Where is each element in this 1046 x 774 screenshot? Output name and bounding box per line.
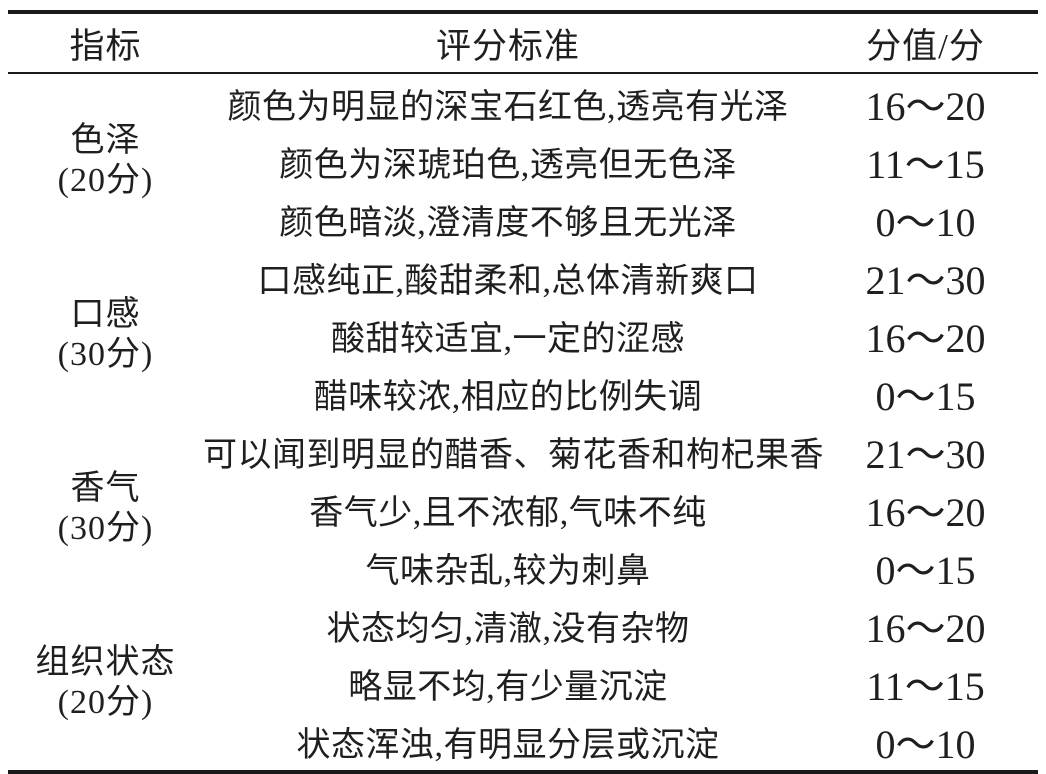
score-cell: 11～15 [866, 142, 985, 187]
score-cell: 0～10 [875, 200, 976, 245]
criteria-cell: 气味杂乱,较为刺鼻 [365, 552, 651, 590]
table-row: 酸甜较适宜,一定的涩感 16～20 [8, 306, 1038, 364]
criteria-cell: 口感纯正,酸甜柔和,总体清新爽口 [257, 262, 759, 300]
table-row: 状态浑浊,有明显分层或沉淀 0～10 [8, 712, 1038, 772]
table-row: 香气 (30分) 可以闻到明显的醋香、菊花香和枸杞果香 21～30 [8, 422, 1038, 547]
header-score: 分值/分 [813, 12, 1038, 74]
indicator-score-label: (30分) [57, 510, 154, 547]
scoring-criteria-table: 指标 评分标准 分值/分 色泽 (20分) 颜色为明显的深宝石红色,透亮有光泽 … [8, 10, 1038, 774]
score-cell: 0～15 [875, 374, 976, 419]
table-body: 色泽 (20分) 颜色为明显的深宝石红色,透亮有光泽 16～20 颜色为深琥珀色… [8, 73, 1038, 772]
indicator-name: 色泽 [70, 122, 141, 159]
indicator-score-label: (20分) [57, 162, 154, 199]
table-row: 颜色暗淡,澄清度不够且无光泽 0～10 [8, 190, 1038, 248]
score-cell: 16～20 [865, 606, 986, 651]
table-row: 颜色为深琥珀色,透亮但无色泽 11～15 [8, 132, 1038, 190]
header-row: 指标 评分标准 分值/分 [8, 12, 1038, 74]
criteria-cell: 状态均匀,清澈,没有杂物 [326, 610, 690, 648]
indicator-cell-sezhe: 色泽 (20分) [8, 73, 203, 248]
indicator-cell-zuzhizhuangtai: 组织状态 (20分) [8, 596, 203, 772]
table-row: 醋味较浓,相应的比例失调 0～15 [8, 364, 1038, 422]
score-cell: 0～10 [875, 722, 976, 767]
indicator-name: 口感 [70, 296, 141, 333]
criteria-cell: 酸甜较适宜,一定的涩感 [331, 320, 685, 358]
score-cell: 21～30 [865, 432, 986, 477]
indicator-score-label: (20分) [57, 684, 154, 721]
indicator-cell-kougan: 口感 (30分) [8, 248, 203, 422]
table-row: 口感 (30分) 口感纯正,酸甜柔和,总体清新爽口 21～30 [8, 248, 1038, 373]
criteria-cell: 香气少,且不浓郁,气味不纯 [309, 494, 707, 532]
criteria-cell: 略显不均,有少量沉淀 [348, 668, 668, 706]
table-row: 香气少,且不浓郁,气味不纯 16～20 [8, 480, 1038, 538]
indicator-score-label: (30分) [57, 336, 154, 373]
score-cell: 0～15 [875, 548, 976, 593]
indicator-name: 组织状态 [35, 644, 176, 681]
criteria-cell: 颜色为深琥珀色,透亮但无色泽 [279, 146, 737, 184]
header-indicator: 指标 [8, 12, 203, 74]
table-header: 指标 评分标准 分值/分 [8, 12, 1038, 74]
score-cell: 16～20 [865, 316, 986, 361]
score-cell: 16～20 [865, 490, 986, 535]
score-cell: 16～20 [865, 84, 986, 129]
header-criteria: 评分标准 [203, 12, 813, 74]
table-row: 色泽 (20分) 颜色为明显的深宝石红色,透亮有光泽 16～20 [8, 73, 1038, 199]
criteria-cell: 颜色暗淡,澄清度不够且无光泽 [279, 204, 737, 242]
score-cell: 21～30 [865, 258, 986, 303]
criteria-cell: 状态浑浊,有明显分层或沉淀 [296, 726, 720, 764]
criteria-cell: 颜色为明显的深宝石红色,透亮有光泽 [227, 88, 789, 126]
table-row: 气味杂乱,较为刺鼻 0～15 [8, 538, 1038, 596]
indicator-name: 香气 [70, 470, 141, 507]
indicator-cell-xiangqi: 香气 (30分) [8, 422, 203, 596]
criteria-cell: 可以闻到明显的醋香、菊花香和枸杞果香 [203, 436, 824, 474]
score-cell: 11～15 [866, 664, 985, 709]
table-row: 略显不均,有少量沉淀 11～15 [8, 654, 1038, 712]
criteria-cell: 醋味较浓,相应的比例失调 [313, 378, 703, 416]
table-row: 组织状态 (20分) 状态均匀,清澈,没有杂物 16～20 [8, 596, 1038, 721]
